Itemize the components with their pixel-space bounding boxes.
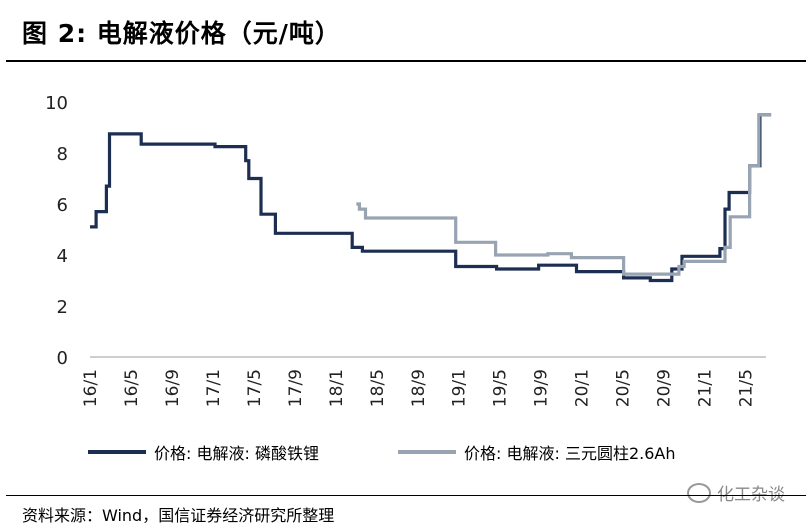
legend-swatch-ternary (398, 450, 456, 454)
x-tick-label: 17/1 (204, 369, 224, 407)
legend-swatch-lfp (88, 450, 146, 454)
y-axis: 0 2 4 6 8 10 (45, 93, 68, 369)
series-line-ternary (356, 113, 772, 276)
y-tick-label: 2 (57, 297, 68, 318)
series-line-lfp (90, 113, 772, 283)
y-tick-label: 8 (57, 144, 68, 165)
y-tick-label: 6 (57, 195, 68, 216)
watermark: 化工杂谈 (687, 480, 785, 505)
x-tick-label: 17/9 (286, 369, 306, 407)
x-tick-label: 18/9 (409, 369, 429, 407)
title-rule (6, 60, 806, 62)
x-tick-label: 18/1 (327, 369, 347, 407)
series-lines (90, 113, 772, 283)
source-rule (6, 495, 806, 496)
x-tick-label: 21/1 (696, 369, 716, 407)
x-tick-label: 19/5 (491, 369, 511, 407)
electrolyte-price-chart: 0 2 4 6 8 10 16/1 16/5 16/9 17/1 17/5 17/9 18/1 18/5… (45, 93, 772, 407)
legend-label-ternary: 价格: 电解液: 三元圆柱2.6Ah (464, 444, 676, 463)
x-tick-label: 16/5 (122, 369, 142, 407)
x-tick-label: 21/5 (737, 369, 757, 407)
x-tick-label: 20/9 (655, 369, 675, 407)
legend: 价格: 电解液: 磷酸铁锂 价格: 电解液: 三元圆柱2.6Ah (0, 440, 811, 468)
legend-label-lfp: 价格: 电解液: 磷酸铁锂 (154, 444, 319, 463)
x-tick-label: 19/1 (450, 369, 470, 407)
y-tick-label: 4 (57, 246, 68, 267)
x-tick-label: 17/5 (245, 369, 265, 407)
y-tick-label: 10 (45, 93, 68, 114)
x-tick-label: 16/1 (81, 369, 101, 407)
legend-item-lfp: 价格: 电解液: 磷酸铁锂 (88, 440, 319, 464)
x-tick-label: 20/1 (573, 369, 593, 407)
page-title: 图 2: 电解液价格（元/吨） (22, 19, 341, 48)
watermark-text: 化工杂谈 (717, 485, 785, 505)
x-tick-label: 19/9 (532, 369, 552, 407)
y-tick-label: 0 (57, 348, 68, 369)
x-axis: 16/1 16/5 16/9 17/1 17/5 17/9 18/1 18/5 18/9 19/1… (81, 356, 766, 407)
legend-item-ternary: 价格: 电解液: 三元圆柱2.6Ah (398, 440, 676, 464)
source-note: 资料来源：Wind，国信证券经济研究所整理 (22, 506, 335, 525)
x-tick-label: 18/5 (368, 369, 388, 407)
x-tick-label: 20/5 (614, 369, 634, 407)
wechat-icon (687, 482, 711, 503)
x-tick-label: 16/9 (163, 369, 183, 407)
